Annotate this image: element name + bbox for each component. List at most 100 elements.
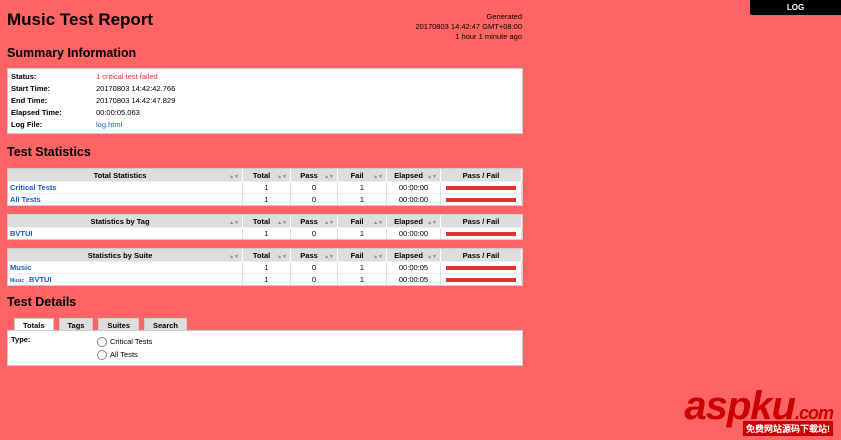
elapsed: 00:00:00 xyxy=(386,227,441,239)
radio-all-tests[interactable]: All Tests xyxy=(97,348,152,361)
fail-bar xyxy=(446,266,516,271)
column-header-name[interactable]: Statistics by Tag ▲▼ xyxy=(8,215,243,228)
column-header[interactable]: Fail ▲▼ xyxy=(337,249,387,262)
total: 1 xyxy=(242,261,291,274)
column-header[interactable]: Total ▲▼ xyxy=(242,249,291,262)
sort-icon: ▲▼ xyxy=(373,253,383,260)
pass: 0 xyxy=(290,273,338,285)
sort-icon: ▲▼ xyxy=(229,173,239,180)
statistics-table: Total Statistics ▲▼ Total ▲▼ Pass ▲▼ Fail ▲▼ Ela… xyxy=(7,168,523,206)
tab-tags[interactable]: Tags xyxy=(58,318,94,332)
column-header[interactable]: Total ▲▼ xyxy=(242,169,291,182)
column-header[interactable]: Fail ▲▼ xyxy=(337,215,387,228)
type-label: Type: xyxy=(11,335,31,344)
pass-fail-bar xyxy=(440,227,522,239)
column-header-name[interactable]: Total Statistics ▲▼ xyxy=(8,169,243,182)
pass-fail-bar xyxy=(440,261,522,274)
column-header[interactable]: Pass / Fail xyxy=(440,169,522,182)
sort-icon: ▲▼ xyxy=(229,219,239,226)
statistics-table: Statistics by Suite ▲▼ Total ▲▼ Pass ▲▼ Fail ▲▼… xyxy=(7,248,523,286)
watermark-tagline: 免费网站源码下载站! xyxy=(743,421,833,436)
pass: 0 xyxy=(290,193,338,205)
sort-icon: ▲▼ xyxy=(427,173,437,180)
page-title: Music Test Report xyxy=(7,10,154,29)
generated-ago: 1 hour 1 minute ago xyxy=(455,32,522,41)
summary-row: Elapsed Time: 00:00:05.063 xyxy=(8,107,522,119)
column-header-name[interactable]: Statistics by Suite ▲▼ xyxy=(8,249,243,262)
pass-fail-bar xyxy=(440,181,522,194)
stat-link[interactable]: BVTUI xyxy=(10,229,33,238)
fail-bar xyxy=(446,186,516,191)
statistics-heading: Test Statistics xyxy=(7,145,91,159)
elapsed: 00:00:05 xyxy=(386,261,441,274)
column-header[interactable]: Elapsed ▲▼ xyxy=(386,215,441,228)
sort-icon: ▲▼ xyxy=(277,219,287,226)
summary-value: 20170803 14:42:42.766 xyxy=(96,84,176,93)
total: 1 xyxy=(242,273,291,285)
column-header[interactable]: Pass ▲▼ xyxy=(290,249,338,262)
watermark-logo: aspku.com xyxy=(684,384,834,428)
column-header[interactable]: Pass ▲▼ xyxy=(290,215,338,228)
pass: 0 xyxy=(290,261,338,274)
summary-value: 20170803 14:42:47.829 xyxy=(96,96,176,105)
tab-suites[interactable]: Suites xyxy=(98,318,139,332)
generated-info: Generated 20170803 14:42:47 GMT+08:00 1 … xyxy=(415,12,522,42)
pass-fail-bar xyxy=(440,273,522,285)
summary-row: Log File: log.html xyxy=(8,119,522,131)
elapsed: 00:00:00 xyxy=(386,193,441,205)
radio-critical-tests[interactable]: Critical Tests xyxy=(97,335,152,348)
parent-suite-link[interactable]: Music . xyxy=(10,278,27,284)
log-button[interactable]: LOG xyxy=(750,0,841,15)
summary-table: Status: 1 critical test failed Start Time:… xyxy=(7,68,523,134)
table-row: BVTUI 1 0 1 00:00:00 xyxy=(8,227,522,239)
fail: 1 xyxy=(337,227,387,239)
pass-fail-bar xyxy=(440,193,522,205)
details-heading: Test Details xyxy=(7,295,77,309)
radio-icon[interactable] xyxy=(97,337,107,348)
fail: 1 xyxy=(337,193,387,205)
fail-bar xyxy=(446,198,516,203)
summary-key: Status: xyxy=(11,72,37,81)
sort-icon: ▲▼ xyxy=(373,219,383,226)
summary-value[interactable]: log.html xyxy=(96,120,123,129)
tab-totals[interactable]: Totals xyxy=(14,318,54,332)
stat-link[interactable]: All Tests xyxy=(10,195,41,204)
fail: 1 xyxy=(337,181,387,194)
sort-icon: ▲▼ xyxy=(373,173,383,180)
details-tabs: Totals Tags Suites Search xyxy=(14,318,188,332)
pass: 0 xyxy=(290,181,338,194)
summary-heading: Summary Information xyxy=(7,46,137,60)
total: 1 xyxy=(242,181,291,194)
summary-row: Start Time: 20170803 14:42:42.766 xyxy=(8,83,522,95)
details-panel: Type: Critical Tests All Tests xyxy=(7,330,523,366)
summary-value: 1 critical test failed xyxy=(96,72,158,81)
stat-link[interactable]: Music xyxy=(10,263,32,272)
sort-icon: ▲▼ xyxy=(324,173,334,180)
radio-icon[interactable] xyxy=(97,350,107,361)
column-header[interactable]: Pass / Fail xyxy=(440,249,522,262)
column-header[interactable]: Elapsed ▲▼ xyxy=(386,169,441,182)
column-header[interactable]: Elapsed ▲▼ xyxy=(386,249,441,262)
summary-key: Log File: xyxy=(11,120,43,129)
column-header[interactable]: Pass ▲▼ xyxy=(290,169,338,182)
sort-icon: ▲▼ xyxy=(324,253,334,260)
table-row: Critical Tests 1 0 1 00:00:00 xyxy=(8,181,522,194)
table-row: All Tests 1 0 1 00:00:00 xyxy=(8,193,522,205)
generated-datetime: 20170803 14:42:47 GMT+08:00 xyxy=(415,22,522,31)
sort-icon: ▲▼ xyxy=(229,253,239,260)
fail: 1 xyxy=(337,273,387,285)
summary-row: Status: 1 critical test failed xyxy=(8,71,522,83)
summary-key: Start Time: xyxy=(11,84,51,93)
elapsed: 00:00:00 xyxy=(386,181,441,194)
summary-key: Elapsed Time: xyxy=(11,108,62,117)
column-header[interactable]: Fail ▲▼ xyxy=(337,169,387,182)
fail: 1 xyxy=(337,261,387,274)
stat-link[interactable]: Critical Tests xyxy=(10,183,57,192)
summary-value: 00:00:05.063 xyxy=(96,108,140,117)
stat-link[interactable]: BVTUI xyxy=(29,275,52,284)
column-header[interactable]: Pass / Fail xyxy=(440,215,522,228)
tab-search[interactable]: Search xyxy=(144,318,188,332)
column-header[interactable]: Total ▲▼ xyxy=(242,215,291,228)
sort-icon: ▲▼ xyxy=(427,219,437,226)
sort-icon: ▲▼ xyxy=(277,253,287,260)
